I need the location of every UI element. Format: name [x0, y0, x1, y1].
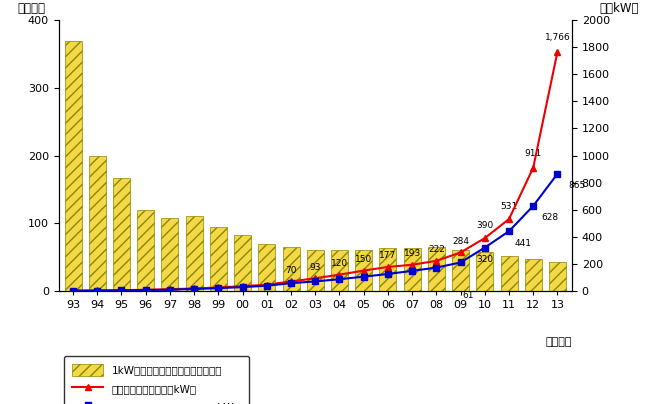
Bar	[380, 248, 396, 291]
Text: 911: 911	[525, 149, 542, 158]
Bar	[476, 252, 493, 291]
Bar	[331, 250, 348, 291]
Text: 1,766: 1,766	[545, 34, 570, 42]
Text: （万円）: （万円）	[18, 2, 46, 15]
Text: 193: 193	[404, 249, 421, 258]
Bar	[500, 256, 517, 291]
Bar	[234, 235, 251, 291]
Text: 390: 390	[476, 221, 493, 230]
Text: （万kW）: （万kW）	[599, 2, 639, 15]
Text: 177: 177	[380, 251, 396, 260]
Bar	[210, 227, 227, 291]
Text: 284: 284	[452, 237, 469, 246]
Bar	[64, 40, 81, 291]
Bar	[307, 250, 324, 291]
Text: 70: 70	[285, 266, 297, 275]
Text: 441: 441	[515, 239, 532, 248]
Text: 531: 531	[500, 202, 517, 211]
Text: 320: 320	[476, 255, 493, 264]
Text: （年度）: （年度）	[545, 337, 572, 347]
Bar	[404, 248, 421, 291]
Bar	[89, 156, 106, 291]
Bar	[355, 250, 372, 291]
Bar	[549, 263, 566, 291]
Bar	[113, 178, 130, 291]
Bar	[161, 219, 178, 291]
Bar	[258, 244, 276, 291]
Text: 93: 93	[309, 263, 321, 271]
Bar	[452, 250, 469, 291]
Text: 150: 150	[355, 255, 372, 264]
Text: 865: 865	[568, 181, 586, 190]
Bar	[283, 247, 300, 291]
Legend: 1kW当たりのシステム価格（万円）, 全導入量（累計）（万kW）, 住宅用太陽光発電導入量（累計）（万kW）: 1kW当たりのシステム価格（万円）, 全導入量（累計）（万kW）, 住宅用太陽光…	[64, 356, 249, 404]
Text: 222: 222	[428, 245, 445, 254]
Text: 628: 628	[541, 213, 559, 222]
Bar	[428, 247, 445, 291]
Bar	[137, 210, 154, 291]
Bar	[186, 217, 203, 291]
Text: 61: 61	[462, 291, 474, 300]
Text: 120: 120	[331, 259, 348, 268]
Bar	[525, 259, 541, 291]
